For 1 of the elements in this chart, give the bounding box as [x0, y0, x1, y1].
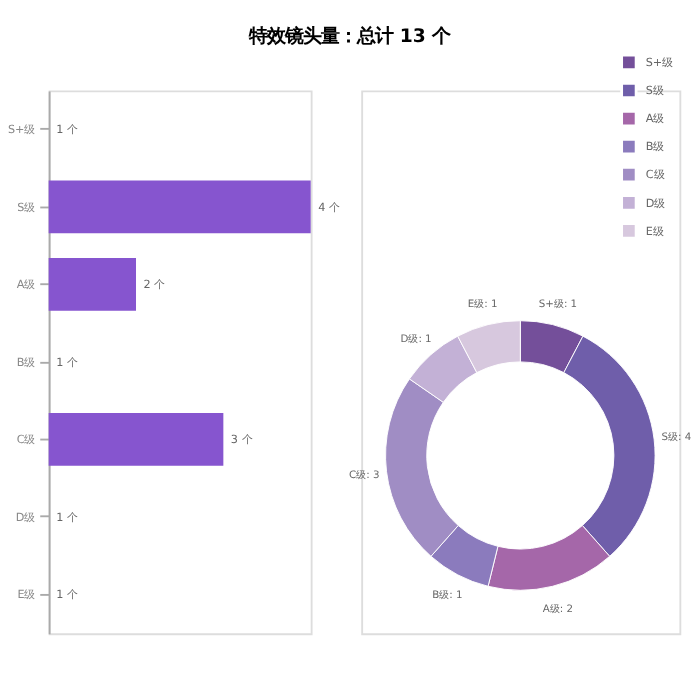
chart-title: 特效镜头量：总计 13 个: [247, 25, 453, 48]
